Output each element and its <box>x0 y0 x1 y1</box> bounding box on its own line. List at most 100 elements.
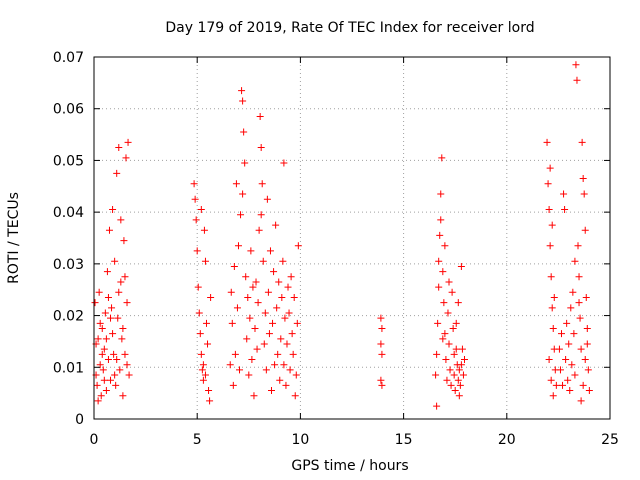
data-point <box>248 356 256 364</box>
data-point <box>432 371 440 379</box>
data-point <box>585 387 593 395</box>
data-point <box>570 330 578 338</box>
data-point <box>108 304 116 312</box>
data-point <box>555 345 563 353</box>
data-point <box>207 293 215 301</box>
data-point <box>255 226 263 234</box>
data-point <box>236 366 244 374</box>
data-point <box>543 138 551 146</box>
data-point <box>253 345 261 353</box>
data-point <box>547 273 555 281</box>
data-point <box>439 335 447 343</box>
data-point <box>557 330 565 338</box>
data-point <box>227 288 235 296</box>
data-point <box>102 335 110 343</box>
data-point <box>115 288 123 296</box>
data-point <box>452 345 460 353</box>
data-point <box>560 190 568 198</box>
data-point <box>441 242 449 250</box>
data-point <box>444 309 452 317</box>
data-point <box>104 356 112 364</box>
data-point <box>195 309 203 317</box>
data-points <box>91 61 593 410</box>
data-point <box>435 257 443 265</box>
data-point <box>549 392 557 400</box>
x-tick-label: 5 <box>193 432 202 448</box>
data-point <box>562 356 570 364</box>
data-point <box>276 376 284 384</box>
data-point <box>440 299 448 307</box>
data-point <box>198 366 206 374</box>
data-point <box>433 350 441 358</box>
data-point <box>568 361 576 369</box>
data-point <box>265 330 273 338</box>
data-point <box>457 262 465 270</box>
data-point <box>251 325 259 332</box>
data-point <box>564 376 572 384</box>
data-point <box>123 361 131 369</box>
data-point <box>574 242 582 250</box>
data-point <box>103 268 111 276</box>
data-point <box>232 180 240 188</box>
data-point <box>277 335 285 343</box>
data-point <box>199 361 207 369</box>
data-point <box>197 350 205 358</box>
data-point <box>582 293 590 301</box>
data-point <box>438 154 446 162</box>
data-point <box>257 144 265 151</box>
data-point <box>278 293 286 301</box>
data-point <box>121 273 129 281</box>
data-point <box>121 350 129 358</box>
data-point <box>275 278 283 286</box>
data-point <box>98 325 106 332</box>
data-point <box>291 392 299 400</box>
data-point <box>96 361 104 369</box>
data-point <box>546 242 554 250</box>
data-point <box>575 273 583 281</box>
data-point <box>191 195 199 203</box>
data-point <box>204 340 212 348</box>
data-point <box>449 325 457 332</box>
data-point <box>584 366 592 374</box>
data-point <box>556 366 564 374</box>
x-tick-label: 0 <box>90 432 99 448</box>
data-point <box>550 293 558 301</box>
data-point <box>113 169 121 177</box>
data-point <box>193 247 201 255</box>
data-point <box>573 76 581 84</box>
y-tick-label: 0.02 <box>53 309 84 325</box>
data-point <box>122 154 130 162</box>
y-axis-label: ROTI / TECUs <box>6 192 22 284</box>
data-point <box>102 387 110 395</box>
data-point <box>455 392 463 400</box>
y-tick-label: 0.05 <box>53 153 84 169</box>
data-point <box>545 356 553 364</box>
data-point <box>575 299 583 307</box>
data-point <box>566 387 574 395</box>
data-point <box>434 319 442 327</box>
data-point <box>100 345 108 353</box>
data-point <box>549 325 557 332</box>
data-point <box>293 319 301 327</box>
data-point <box>199 376 207 384</box>
data-point <box>288 330 296 338</box>
data-point <box>119 325 127 332</box>
y-tick-label: 0.03 <box>53 257 84 273</box>
data-point <box>292 371 300 379</box>
data-point <box>105 226 113 234</box>
data-point <box>578 138 586 146</box>
data-point <box>377 340 385 348</box>
data-point <box>544 180 552 188</box>
data-point <box>95 288 103 296</box>
data-point <box>93 381 101 389</box>
data-point <box>101 309 109 317</box>
data-point <box>256 112 264 120</box>
data-point <box>577 397 585 405</box>
data-point <box>237 211 245 219</box>
data-point <box>231 350 239 358</box>
data-point <box>230 262 238 270</box>
data-point <box>115 144 123 151</box>
data-point <box>241 159 249 167</box>
data-point <box>446 366 454 374</box>
data-point <box>244 293 252 301</box>
